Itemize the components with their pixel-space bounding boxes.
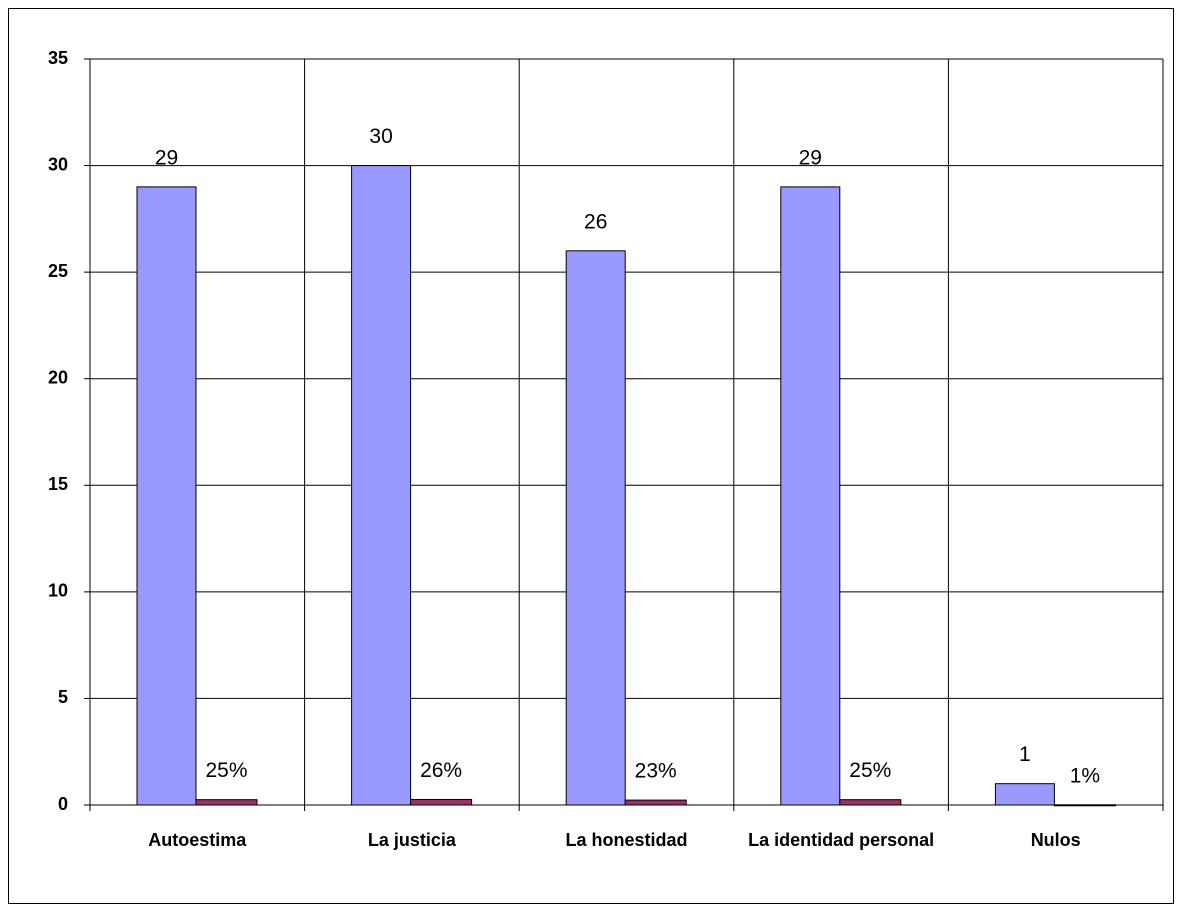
y-tick-label: 35 bbox=[48, 48, 68, 68]
value-label: 1 bbox=[1019, 743, 1031, 766]
y-tick-label: 5 bbox=[58, 687, 68, 707]
value-label: 25% bbox=[205, 759, 247, 782]
x-tick-label: Nulos bbox=[1031, 830, 1081, 850]
bar bbox=[780, 186, 841, 806]
value-label: 30 bbox=[369, 125, 392, 148]
x-tick-label: La identidad personal bbox=[748, 830, 934, 850]
y-tick-label: 25 bbox=[48, 261, 68, 281]
bar bbox=[136, 186, 197, 806]
x-tick-label: Autoestima bbox=[148, 830, 247, 850]
y-tick-label: 20 bbox=[48, 367, 68, 387]
bar bbox=[351, 165, 412, 806]
value-label: 26% bbox=[420, 759, 462, 782]
bar bbox=[994, 783, 1055, 806]
x-tick-label: La justicia bbox=[368, 830, 457, 850]
value-label: 29 bbox=[799, 146, 822, 169]
y-tick-label: 15 bbox=[48, 474, 68, 494]
x-tick-label: La honestidad bbox=[565, 830, 687, 850]
value-label: 25% bbox=[849, 759, 891, 782]
y-tick-label: 10 bbox=[48, 581, 68, 601]
bar bbox=[565, 250, 626, 806]
bar bbox=[195, 799, 258, 806]
bar bbox=[624, 799, 687, 806]
y-tick-label: 30 bbox=[48, 154, 68, 174]
bar bbox=[410, 798, 473, 806]
bar bbox=[1053, 804, 1116, 807]
value-label: 26 bbox=[584, 210, 607, 233]
y-tick-label: 0 bbox=[58, 794, 68, 814]
value-label: 23% bbox=[635, 760, 677, 783]
value-label: 1% bbox=[1070, 764, 1100, 787]
bar bbox=[839, 799, 902, 806]
value-label: 29 bbox=[155, 146, 178, 169]
